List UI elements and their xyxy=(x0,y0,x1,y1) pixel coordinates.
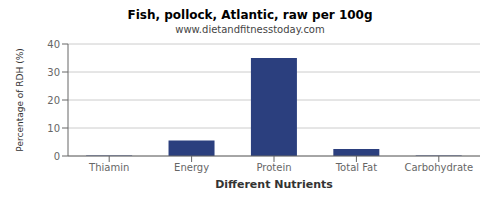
svg-text:10: 10 xyxy=(47,123,60,134)
svg-text:Carbohydrate: Carbohydrate xyxy=(404,162,473,173)
svg-text:Protein: Protein xyxy=(256,162,291,173)
html-text:Fish, pollock, Atlantic, raw p: Fish, pollock, Atlantic, raw per 100g xyxy=(127,8,373,22)
html-text:www.dietandfitnesstoday.com: www.dietandfitnesstoday.com xyxy=(175,24,325,35)
svg-text:40: 40 xyxy=(47,39,60,50)
svg-text:Energy: Energy xyxy=(174,162,209,173)
svg-text:Percentage of RDH (%): Percentage of RDH (%) xyxy=(15,48,25,151)
svg-text:0: 0 xyxy=(54,151,60,162)
svg-text:Total Fat: Total Fat xyxy=(335,162,377,173)
svg-text:Different Nutrients: Different Nutrients xyxy=(215,178,333,191)
svg-text:30: 30 xyxy=(47,67,60,78)
svg-text:20: 20 xyxy=(47,95,60,106)
svg-text:Thiamin: Thiamin xyxy=(88,162,129,173)
